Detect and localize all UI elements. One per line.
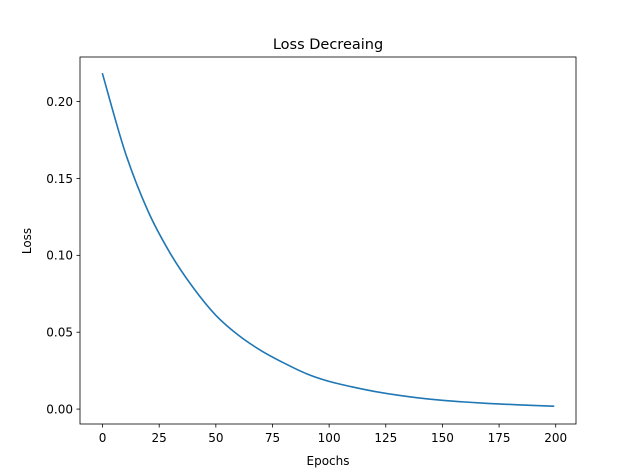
y-axis-label: Loss: [20, 228, 34, 254]
x-tick-label: 50: [208, 431, 223, 445]
x-axis-label: Epochs: [307, 454, 350, 468]
plot-area: [101, 72, 555, 408]
axes-frame: [79, 56, 577, 425]
x-tick-label: 100: [318, 431, 341, 445]
y-tick-label: 0.05: [46, 326, 73, 340]
x-tick-label: 25: [152, 431, 167, 445]
y-tick-label: 0.10: [46, 249, 73, 263]
y-tick-label: 0.00: [46, 402, 73, 416]
series-line-0: [101, 72, 555, 408]
x-tick-label: 75: [265, 431, 280, 445]
x-tick-label: 0: [99, 431, 107, 445]
x-tick-label: 175: [488, 431, 511, 445]
y-axis: 0.00 0.05 0.10 0.15 0.20: [46, 95, 80, 416]
y-tick-label: 0.15: [46, 172, 73, 186]
x-axis: 0 25 50 75 100 125 150 175 200: [99, 424, 567, 445]
x-tick-label: 150: [431, 431, 454, 445]
x-tick-label: 200: [544, 431, 567, 445]
chart-title: Loss Decreaing: [273, 37, 383, 53]
x-tick-label: 125: [374, 431, 397, 445]
y-tick-label: 0.20: [46, 95, 73, 109]
